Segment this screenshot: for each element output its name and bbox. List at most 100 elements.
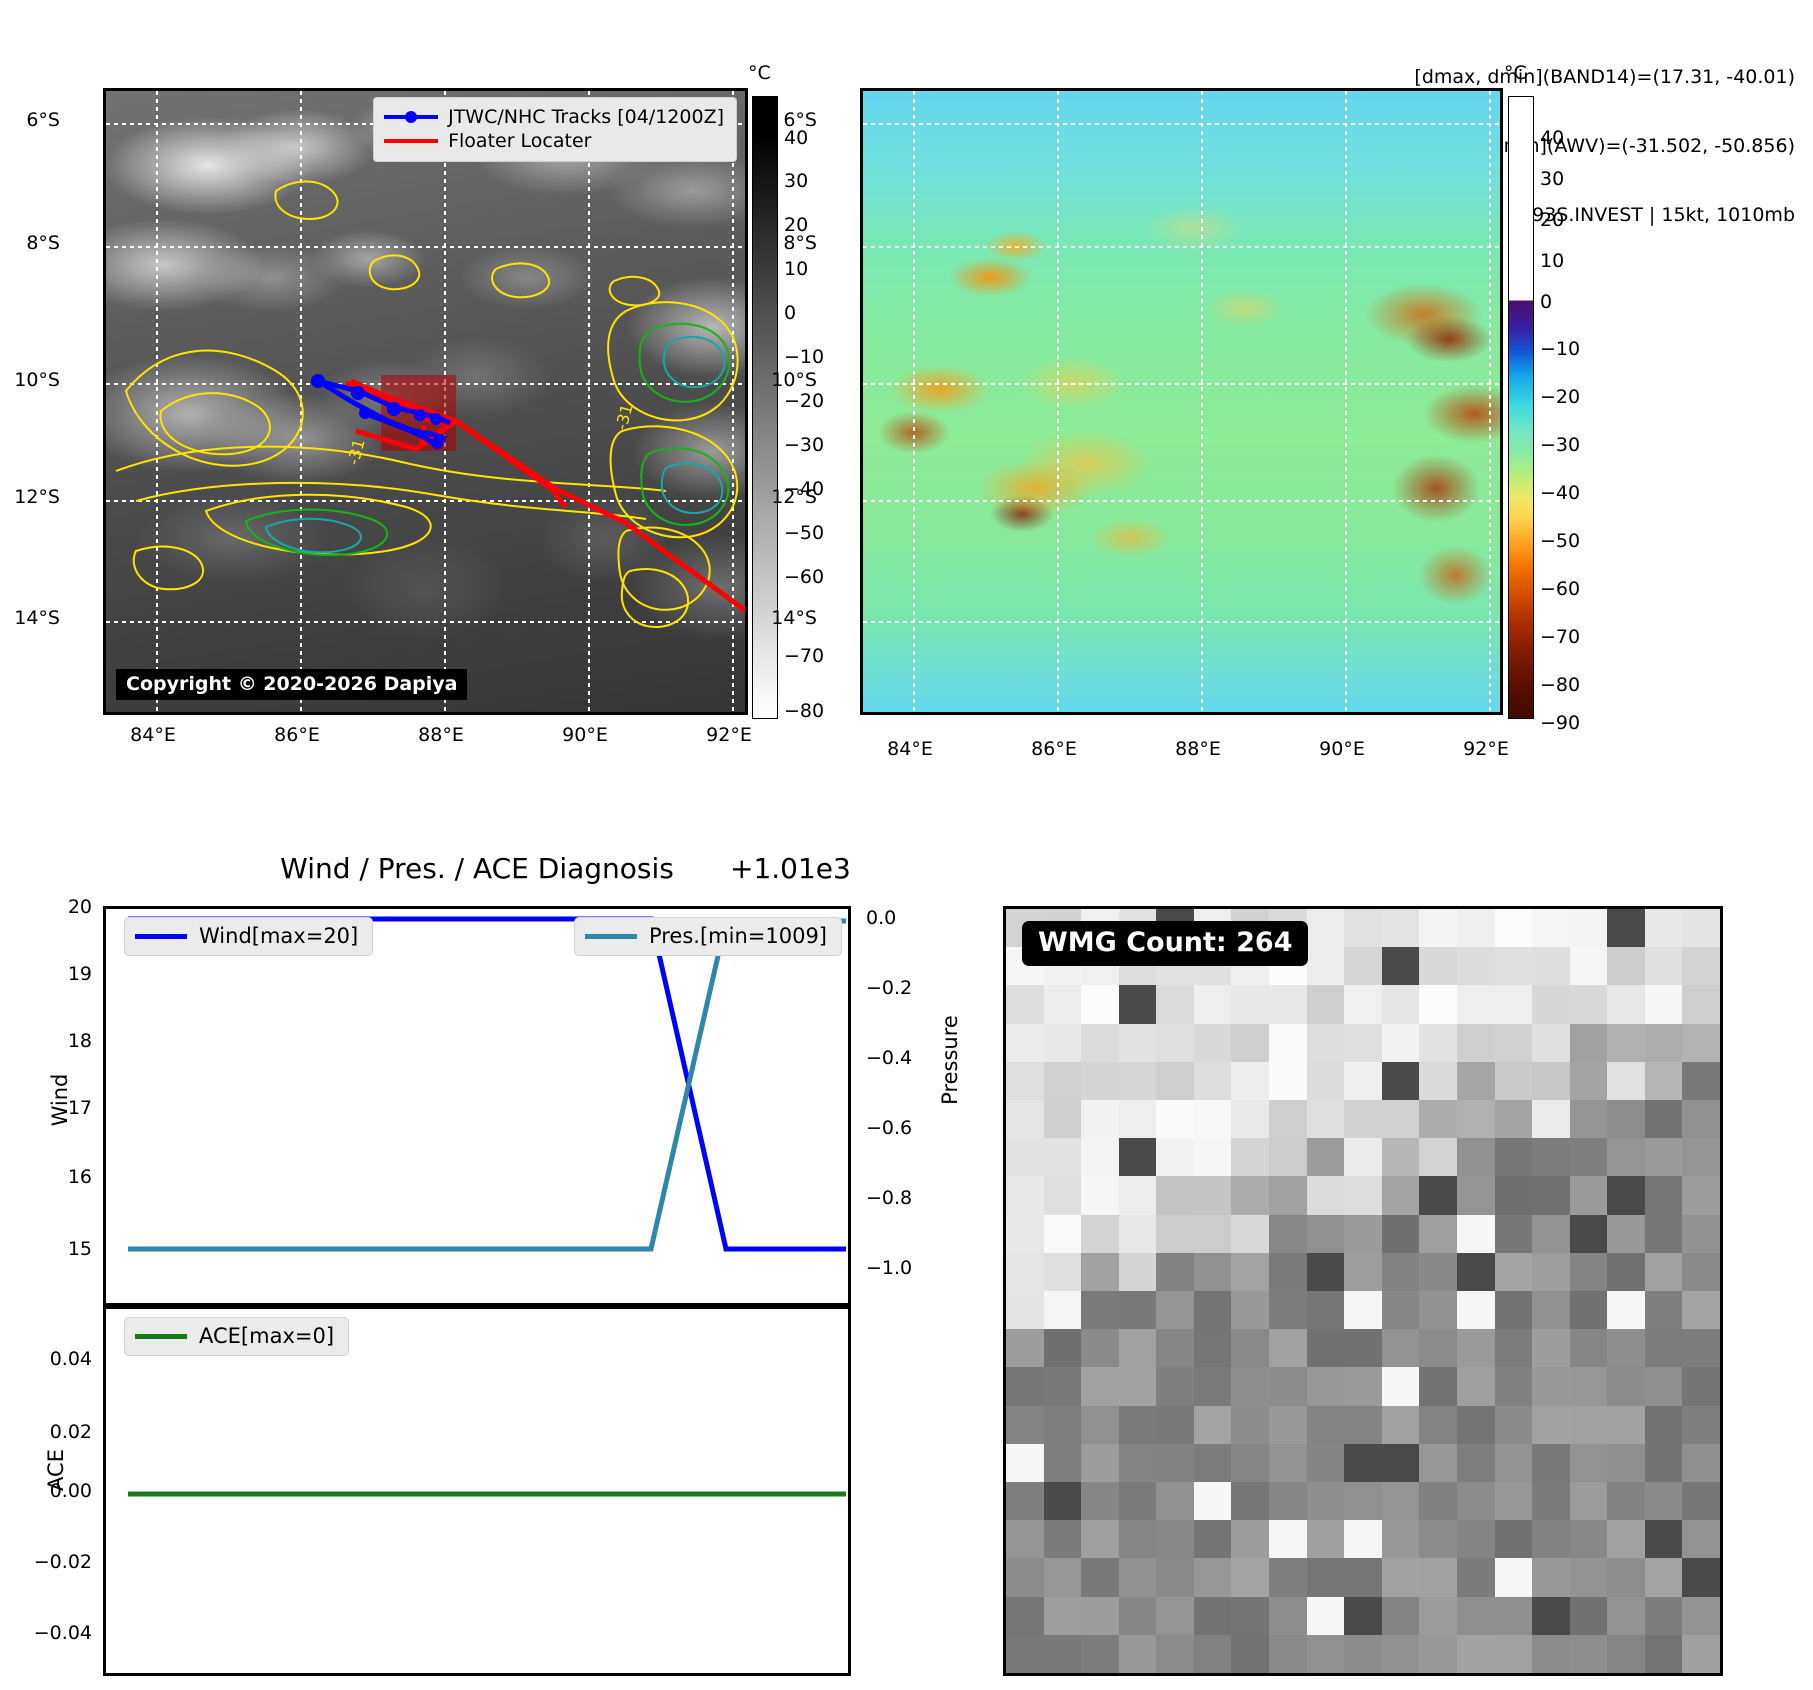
wmg-pixel: [1381, 1100, 1420, 1139]
track-point: [431, 437, 443, 449]
pressure-tick: −0.8: [866, 1187, 913, 1209]
wmg-pixel: [1381, 1176, 1420, 1215]
track-point: [387, 402, 401, 416]
wmg-pixel: [1156, 1176, 1194, 1215]
wmg-pixel: [1419, 1443, 1457, 1482]
ir-cbar-tick: −60: [784, 566, 825, 588]
ir-gridline-lat: [106, 621, 745, 623]
wmg-pixel: [1607, 1558, 1645, 1597]
pressure-legend[interactable]: Pres.[min=1009]: [573, 917, 842, 956]
awv-floater-panel[interactable]: [860, 88, 1503, 715]
wmg-pixel: [1682, 1252, 1720, 1291]
wmg-pixel: [1532, 1520, 1570, 1559]
ir-cbar-tick: 10: [784, 258, 809, 280]
wmg-pixel: [1456, 1252, 1495, 1291]
wmg-pixel: [1682, 1329, 1720, 1368]
wmg-pixel: [1193, 1176, 1232, 1215]
floater-locater-line: [345, 382, 462, 452]
ir-gridline-lon: [732, 91, 734, 712]
wmg-pixel: [1644, 1214, 1683, 1253]
wmg-pixel: [1494, 1100, 1533, 1139]
wmg-pixel: [1682, 909, 1720, 948]
wmg-pixel: [1381, 1405, 1420, 1444]
copyright-badge: Copyright © 2020-2026 Dapiya: [116, 669, 468, 700]
wmg-pixel: [1006, 1596, 1044, 1635]
wind-tick: 17: [67, 1097, 92, 1119]
ir-lat-tick: 6°S: [26, 109, 60, 131]
wmg-pixel: [1156, 1520, 1194, 1559]
wmg-pixel: [1381, 1558, 1420, 1597]
wmg-pixel: [1569, 1634, 1608, 1673]
ir-lon-tick: 92°E: [706, 724, 752, 746]
wmg-pixel: [1344, 1558, 1382, 1597]
track-point: [359, 407, 371, 419]
pressure-axis-label: Pressure: [938, 1015, 962, 1105]
wmg-pixel: [1494, 1138, 1533, 1177]
wmg-pixel: [1344, 909, 1382, 948]
wmg-pixel: [1607, 1520, 1645, 1559]
wmg-pixel: [1193, 1252, 1232, 1291]
wind-pressure-plot[interactable]: Wind[max=20] Pres.[min=1009]: [103, 906, 851, 1306]
storm-track-overlay[interactable]: [106, 91, 748, 715]
wmg-pixel: [1269, 1329, 1307, 1368]
wmg-pixel: [1118, 1443, 1157, 1482]
ace-legend[interactable]: ACE[max=0]: [124, 1317, 350, 1356]
wmg-pixel: [1419, 985, 1457, 1024]
awv-cbar-tick: −20: [1540, 386, 1581, 408]
wmg-pixel: [1532, 909, 1570, 948]
wmg-pixel: [1682, 1176, 1720, 1215]
wmg-pixel: [1118, 1291, 1157, 1330]
wmg-pixel: [1607, 1214, 1645, 1253]
wind-legend[interactable]: Wind[max=20]: [124, 917, 374, 956]
wmg-pixel: [1006, 1367, 1044, 1406]
wmg-pixel: [1569, 1367, 1608, 1406]
wmg-pixel-panel[interactable]: WMG Count: 264: [1003, 906, 1723, 1676]
wmg-pixel: [1607, 1023, 1645, 1062]
ir-gridline-lon: [156, 91, 158, 712]
wmg-pixel: [1081, 1367, 1119, 1406]
wmg-pixel: [1419, 1405, 1457, 1444]
wind-line-icon: [135, 933, 187, 939]
ace-tick: 0.02: [49, 1421, 92, 1443]
ir-legend[interactable]: JTWC/NHC Tracks [04/1200Z] Floater Locat…: [373, 97, 737, 162]
wmg-pixel: [1381, 1520, 1420, 1559]
wmg-pixel: [1419, 1634, 1457, 1673]
wmg-pixel: [1269, 1405, 1307, 1444]
wmg-pixel: [1644, 985, 1683, 1024]
wmg-pixel: [1306, 1558, 1345, 1597]
wmg-pixel: [1494, 1367, 1533, 1406]
ir-floater-panel[interactable]: -31 -31 JTWC/NHC Tracks [04/12: [103, 88, 748, 715]
wmg-pixel: [1682, 1520, 1720, 1559]
wmg-pixel: [1456, 1291, 1495, 1330]
awv-colorbar: [1508, 96, 1534, 719]
wmg-pixel: [1344, 1367, 1382, 1406]
wmg-pixel: [1419, 909, 1457, 948]
wmg-pixel: [1306, 1405, 1345, 1444]
ace-plot[interactable]: ACE[max=0]: [103, 1306, 851, 1676]
wmg-pixel: [1156, 1214, 1194, 1253]
wmg-pixel: [1569, 1100, 1608, 1139]
wmg-pixel: [1006, 1023, 1044, 1062]
wmg-pixel: [1006, 1100, 1044, 1139]
wmg-pixel: [1644, 1100, 1683, 1139]
wmg-pixel: [1081, 1023, 1119, 1062]
wmg-pixel: [1344, 1634, 1382, 1673]
wmg-pixel: [1682, 1061, 1720, 1100]
wmg-pixel: [1269, 1138, 1307, 1177]
track-line-icon: [384, 115, 439, 119]
wmg-pixel: [1644, 1367, 1683, 1406]
wmg-pixel: [1231, 1329, 1270, 1368]
ir-colorbar-unit: °C: [748, 62, 771, 84]
wmg-pixel: [1419, 1214, 1457, 1253]
awv-gridline-lat: [863, 383, 1500, 385]
awv-cbar-tick: −50: [1540, 530, 1581, 552]
ir-gridline-lat: [106, 500, 745, 502]
wmg-pixel: [1231, 1482, 1270, 1521]
wmg-pixel: [1006, 1482, 1044, 1521]
wind-tick: 16: [67, 1166, 92, 1188]
wmg-pixel: [1118, 1634, 1157, 1673]
wmg-pixel: [1193, 985, 1232, 1024]
wmg-pixel: [1569, 1061, 1608, 1100]
wmg-pixel: [1269, 1367, 1307, 1406]
wmg-pixel: [1344, 1214, 1382, 1253]
